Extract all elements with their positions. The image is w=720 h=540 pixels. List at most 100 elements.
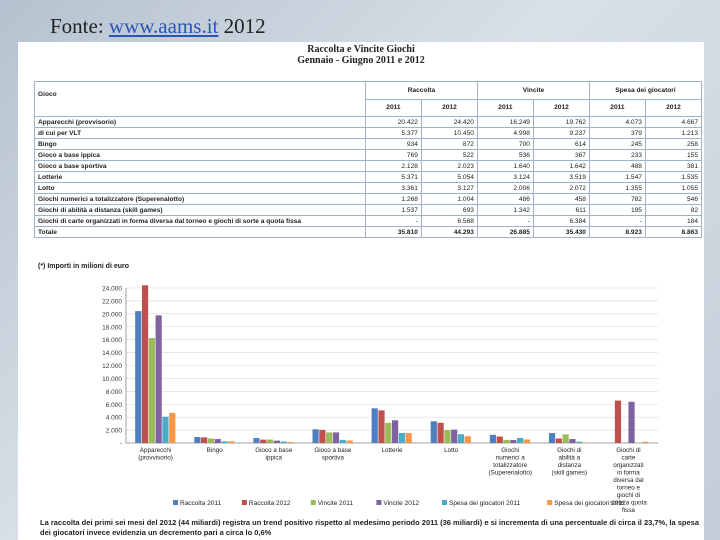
cell-value: 1.537 [364,204,422,216]
legend-swatch [442,500,447,505]
document-image: Raccolta e Vincite Giochi Gennaio - Giug… [18,42,704,540]
cell-value: - [588,215,646,227]
x-tick-label: Giochi di carte organizzati in forma diversa… [610,447,647,514]
cell-value: 458 [532,193,590,205]
cell-value: 536 [476,149,534,161]
cell-value: 693 [420,204,478,216]
cell-value: 4.667 [644,116,703,128]
legend-label: Spesa dei giocatori 2012 [554,500,626,507]
bar [489,434,497,443]
cell-value: 6.568 [420,215,478,227]
cell-value: 2.023 [420,160,478,172]
row-label: Gioco a base sportiva [34,160,366,172]
table-row: Giochi di abilità a distanza (skill game… [34,204,703,216]
legend-swatch [173,500,178,505]
document-title: Raccolta e Vincite Giochi Gennaio - Giug… [18,44,704,66]
bar-chart: - 2.000 4.000 6.000 8.000 10.000 12.000 14.000 1… [102,285,658,514]
bar [430,421,437,443]
table-row: Giochi di carte organizzati in forma div… [34,215,703,227]
bar [273,440,280,443]
year-header: 2011 [588,98,646,117]
cell-value: 35.430 [532,226,590,238]
cell-value: 3.519 [532,171,590,183]
summary-text: La raccolta dei primi sei mesi del 2012 … [40,518,699,537]
table-row: Bingo 934 872 700 614 245 258 [34,138,703,150]
bar [496,436,503,443]
cell-value: 245 [588,138,646,150]
cell-value: 367 [532,149,590,161]
year-header: 2011 [476,98,534,117]
cell-value: 184 [644,215,703,227]
table-row: Giochi numerici a totalizzatore (Superen… [34,193,703,205]
source-caption: Fonte: www.aams.it 2012 [50,14,266,39]
cell-value: - [364,215,422,227]
bar [266,439,274,443]
caption-suffix: 2012 [218,14,266,38]
bar [562,434,569,443]
cell-value: 611 [532,204,590,216]
x-tick-label: Giochi numerici a totalizzatore (Superenalo… [489,447,532,477]
bar [371,408,378,443]
legend-swatch [547,500,553,505]
bar [228,441,235,443]
legend-label: Vincite 2012 [383,500,419,507]
x-tick-label: Lotterie [381,447,403,454]
cell-value: 24.420 [420,116,478,128]
cell-value: 1.640 [476,160,534,172]
bar [642,441,649,443]
x-tick-label: Apparecchi (provvisorio) [138,447,173,462]
bar [444,430,451,443]
year-header: 2012 [644,98,703,117]
row-label: Giochi di carte organizzati in forma div… [34,215,366,227]
bar [464,436,471,443]
document-title-line1: Raccolta e Vincite Giochi [307,44,415,55]
legend-swatch [241,500,247,505]
bar [169,412,176,443]
bar [194,436,201,443]
bar [319,429,326,443]
cell-value: 8.863 [644,226,703,238]
bar [253,438,260,443]
table-row-header: Gioco [34,81,366,117]
table-row: Gioco a base sportiva 2.128 2.023 1.640 1.64… [34,160,703,172]
bar [162,416,169,443]
source-link[interactable]: www.aams.it [108,14,219,38]
bar [135,311,142,443]
cell-value: 769 [364,149,422,161]
legend-label: Vincite 2011 [318,500,354,507]
bar [523,439,531,443]
bar [312,429,319,443]
year-header: 2012 [532,98,590,117]
cell-value: 20.422 [364,116,422,128]
bar [451,429,458,443]
cell-value: 3.124 [476,171,534,183]
year-header: 2011 [364,98,422,117]
legend-label: Spesa dei giocatori 2011 [449,500,520,507]
row-label: Lotterie [34,171,366,183]
units-note: (*) Importi in milioni di euro [38,263,129,270]
cell-value: 546 [644,193,703,205]
legend-label: Raccolta 2011 [180,500,221,507]
y-tick-label: - [120,441,122,448]
y-tick-label: 8.000 [106,389,123,396]
cell-value: 9.237 [532,127,590,139]
group-header: Vincite [476,81,590,100]
bar [332,432,340,443]
cell-value: 35.810 [364,226,422,238]
bar [326,432,333,443]
cell-value: 488 [588,160,646,172]
cell-value: 486 [476,193,534,205]
cell-value: 233 [588,149,646,161]
bar [148,338,155,443]
cell-value: 2.072 [532,182,590,194]
bar [392,420,399,443]
table-row: Apparecchi (provvisorio) 20.422 24.420 16.2… [34,116,703,128]
group-header: Spesa dei giocatori [588,81,703,100]
cell-value: 82 [644,204,703,216]
group-header: Raccolta [364,81,478,100]
row-label: di cui per VLT [34,127,366,139]
cell-value: 1.268 [364,193,422,205]
bar [260,439,267,443]
y-tick-label: 20.000 [102,311,122,318]
cell-value: 1.547 [588,171,646,183]
